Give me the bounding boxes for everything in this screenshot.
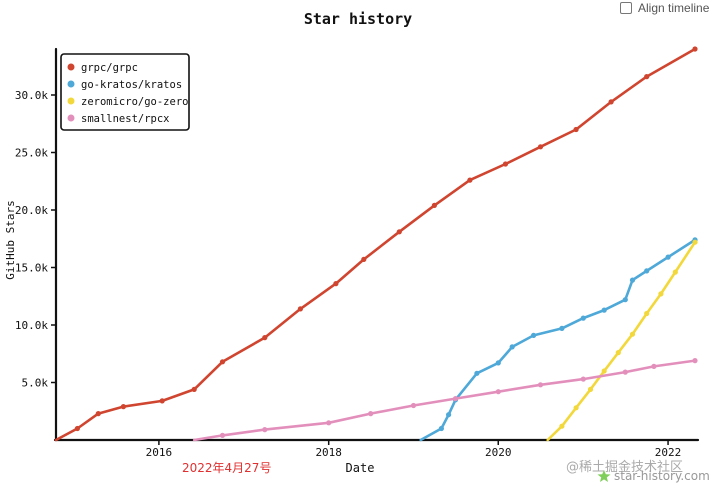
data-point[interactable] [509,344,515,350]
data-point[interactable] [467,177,473,183]
data-point[interactable] [672,269,678,275]
data-point[interactable] [537,144,544,150]
y-tick-label: 25.0k [15,147,48,160]
align-timeline-label: Align timeline [638,1,710,15]
legend-swatch [67,97,75,105]
data-point[interactable] [601,307,607,313]
data-point[interactable] [495,389,501,395]
y-tick-label: 20.0k [15,204,48,217]
data-point[interactable] [74,425,80,432]
data-point[interactable] [361,256,367,262]
data-point[interactable] [262,427,268,433]
series-grpc-grpc [54,46,698,442]
data-point[interactable] [587,386,594,392]
data-point[interactable] [608,99,614,105]
x-axis-label: Date [346,461,375,475]
x-tick-label: 2022 [655,446,682,459]
x-tick-group: 2016 2018 2020 2022 [146,440,682,459]
data-point[interactable] [644,268,650,274]
series-group [54,46,698,442]
data-point[interactable] [629,331,636,337]
data-point[interactable] [219,359,226,365]
juejin-watermark: @稀土掘金技术社区 [566,460,684,475]
legend-label: grpc/grpc [81,62,138,74]
star-logo-icon [597,470,611,482]
data-point[interactable] [644,310,650,317]
legend: grpc/grpc go-kratos/kratos zeromicro/go-ze… [60,53,190,131]
data-point[interactable] [644,74,650,80]
data-point[interactable] [502,161,509,167]
y-axis-label: GitHub Stars [4,200,17,279]
legend-swatch [67,80,75,88]
data-point[interactable] [262,335,268,341]
data-point[interactable] [219,432,226,438]
align-timeline-checkbox[interactable] [620,2,632,14]
star-history-site-text: star-history.com [614,469,710,483]
data-point[interactable] [531,332,537,338]
x-tick-label: 2020 [485,446,512,459]
legend-box [60,53,190,131]
series-smallnest-rpcx [192,358,698,442]
data-point[interactable] [601,368,607,374]
data-point[interactable] [615,350,621,356]
series-zeromicro-go-zero [546,239,698,442]
data-point[interactable] [580,315,586,321]
series-line [192,359,697,442]
x-tick-label: 2016 [146,446,173,459]
data-point[interactable] [368,411,374,417]
data-point[interactable] [580,376,586,382]
legend-swatch [67,114,75,122]
data-point[interactable] [692,358,698,364]
data-point[interactable] [629,277,636,283]
data-point[interactable] [297,306,303,312]
data-point[interactable] [537,382,544,388]
y-tick-label: 30.0k [15,89,48,102]
star-history-watermark: star-history.com [597,469,710,483]
data-point[interactable] [120,404,126,410]
data-point[interactable] [665,254,671,260]
chart-title: Star history [304,10,412,28]
x-tick-label: 2018 [315,446,342,459]
data-point[interactable] [622,369,628,375]
data-point[interactable] [396,229,402,235]
data-point[interactable] [573,405,579,411]
align-timeline-control[interactable]: Align timeline [620,0,709,16]
data-point[interactable] [438,425,444,432]
legend-label: smallnest/rpcx [81,113,170,125]
data-point[interactable] [474,370,480,376]
data-point[interactable] [159,398,165,404]
data-point[interactable] [191,386,197,392]
data-point[interactable] [622,297,628,303]
series-line [419,238,697,442]
y-tick-label: 5.0k [22,377,49,390]
y-tick-label: 15.0k [15,262,48,275]
data-point[interactable] [95,411,101,417]
data-point[interactable] [431,202,437,208]
data-point[interactable] [326,420,332,426]
date-annotation: 2022年4月27号 [182,461,272,475]
data-point[interactable] [651,363,657,369]
legend-label: go-kratos/kratos [81,79,182,91]
data-point[interactable] [559,325,565,331]
legend-label: zeromicro/go-zero [81,96,188,108]
y-tick-group: 5.0k 10.0k 15.0k 20.0k 25.0k 30.0k [15,89,56,390]
data-point[interactable] [692,239,698,245]
data-point[interactable] [446,412,452,418]
data-point[interactable] [559,423,565,429]
data-point[interactable] [495,360,501,366]
series-line [54,47,697,442]
data-point[interactable] [658,291,664,297]
data-point[interactable] [333,281,339,287]
series-go-kratos-kratos [419,237,698,442]
data-point[interactable] [573,126,579,133]
data-point[interactable] [410,402,417,409]
data-point[interactable] [452,396,459,402]
legend-swatch [67,63,75,71]
data-point[interactable] [692,46,698,52]
y-tick-label: 10.0k [15,319,48,332]
